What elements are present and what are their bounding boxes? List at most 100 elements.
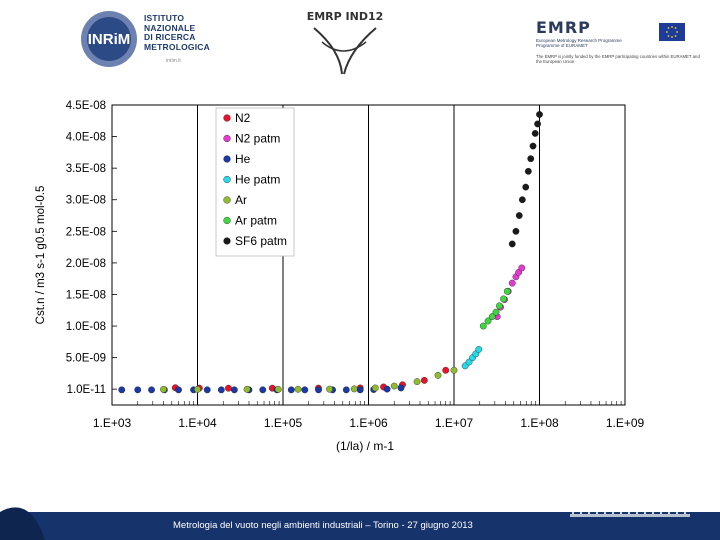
data-point bbox=[274, 385, 282, 393]
x-axis-label: (1/la) / m-1 bbox=[336, 439, 394, 453]
x-axis-ticks: 1.E+03 1.E+04 1.E+05 1.E+06 1.E+07 1.E+08 1.E+… bbox=[93, 401, 645, 430]
inrim-emblem-icon: INRiM bbox=[81, 11, 137, 67]
legend-marker bbox=[223, 155, 231, 163]
x-tick-label: 1.E+09 bbox=[606, 416, 645, 430]
legend-marker bbox=[223, 216, 231, 225]
emrp-ind12-emblem-icon bbox=[313, 27, 377, 75]
inrim-line-2: NAZIONALE bbox=[144, 22, 196, 33]
data-point bbox=[434, 371, 442, 379]
footer-text: Metrologia del vuoto negli ambienti indu… bbox=[173, 520, 473, 531]
y-tick-label: 3.0E-08 bbox=[66, 195, 106, 207]
y-axis-label: Cst.n / m3 s-1 g0.5 mol-0.5 bbox=[35, 186, 47, 325]
data-point bbox=[383, 385, 391, 393]
data-point bbox=[148, 386, 155, 394]
data-point bbox=[390, 382, 398, 390]
data-point bbox=[527, 155, 535, 163]
data-point bbox=[350, 385, 358, 393]
emrp-ind12-logo: EMRP IND12 bbox=[300, 10, 390, 76]
data-point bbox=[518, 264, 526, 272]
data-point bbox=[484, 317, 492, 325]
emrp-tag-line-2: Programme of EURAMET bbox=[536, 43, 588, 48]
y-tick-label: 1.5E-08 bbox=[66, 289, 106, 301]
y-tick-label: 5.0E-09 bbox=[66, 353, 106, 365]
data-point bbox=[230, 386, 238, 394]
data-point bbox=[342, 386, 350, 394]
data-point bbox=[356, 386, 364, 394]
data-point bbox=[488, 313, 496, 320]
legend-label: Ar patm bbox=[235, 214, 277, 228]
data-point bbox=[294, 385, 302, 393]
data-point bbox=[508, 279, 516, 287]
x-tick-label: 1.E+08 bbox=[520, 416, 559, 430]
data-point bbox=[496, 302, 503, 310]
footer-banner-icon bbox=[0, 504, 720, 540]
data-point bbox=[194, 385, 201, 393]
y-axis-ticks: 1.0E-11 5.0E-09 1.0E-08 1.5E-08 2.0E-08 2.5E-… bbox=[66, 100, 117, 396]
y-tick-label: 4.0E-08 bbox=[66, 132, 106, 144]
x-tick-label: 1.E+05 bbox=[264, 416, 303, 430]
data-point bbox=[175, 386, 182, 394]
data-point bbox=[465, 358, 473, 366]
data-point bbox=[259, 386, 267, 394]
data-points bbox=[118, 111, 543, 394]
data-point bbox=[203, 386, 211, 394]
legend-marker bbox=[223, 134, 231, 143]
data-point bbox=[529, 142, 537, 150]
data-point bbox=[536, 111, 543, 118]
data-point bbox=[413, 378, 421, 386]
legend-box bbox=[215, 107, 295, 257]
y-tick-label: 2.5E-08 bbox=[66, 226, 106, 238]
data-point bbox=[450, 366, 458, 374]
slide-footer: Metrologia del vuoto negli ambienti indu… bbox=[0, 490, 720, 540]
data-point bbox=[397, 384, 405, 392]
legend-label: Ar bbox=[235, 193, 247, 207]
y-tick-label: 1.0E-11 bbox=[67, 384, 106, 396]
data-point bbox=[160, 385, 167, 393]
legend-label: SF6 patm bbox=[235, 234, 287, 248]
legend-marker bbox=[223, 237, 231, 245]
emrp-tagline: European Metrology Research Programme Pr… bbox=[536, 38, 622, 48]
data-point bbox=[301, 386, 309, 394]
inrim-line-4: METROLOGICA bbox=[144, 41, 210, 52]
data-point bbox=[134, 386, 142, 394]
data-point bbox=[531, 130, 539, 137]
data-point bbox=[243, 385, 251, 393]
data-point bbox=[371, 384, 379, 392]
scatter-chart: 1.E+03 1.E+04 1.E+05 1.E+06 1.E+07 1.E+08 1.E+… bbox=[35, 100, 645, 453]
y-tick-label: 2.0E-08 bbox=[66, 258, 106, 270]
legend-marker bbox=[223, 175, 231, 184]
data-point bbox=[500, 295, 507, 303]
data-point bbox=[118, 386, 126, 394]
data-point bbox=[315, 386, 322, 394]
emrp-tag-line-1: European Metrology Research Programme bbox=[536, 38, 622, 43]
data-point bbox=[524, 167, 532, 175]
legend-label: N2 bbox=[235, 111, 251, 125]
chart-legend: N2 N2 patm He He patm Ar Ar patm SF6 patm bbox=[215, 107, 295, 257]
data-point bbox=[475, 346, 483, 353]
data-point bbox=[492, 308, 500, 316]
data-point bbox=[518, 196, 526, 204]
y-tick-label: 1.0E-08 bbox=[66, 321, 106, 333]
x-tick-label: 1.E+07 bbox=[435, 416, 474, 430]
legend-label: He patm bbox=[235, 173, 280, 187]
eu-flag-icon bbox=[659, 23, 685, 41]
data-point bbox=[287, 386, 295, 394]
emrp-wordmark: EMRP bbox=[536, 18, 591, 37]
emrp-logo: EMRP European Metrology Research Program… bbox=[536, 18, 700, 68]
emrp-ind12-title: EMRP IND12 bbox=[306, 10, 384, 23]
slide-header: INRiM ISTITUTO NAZIONALE DI RICERCA METR… bbox=[0, 0, 720, 95]
emrp-funding-note: The EMRP is jointly funded by the EMRP p… bbox=[536, 54, 700, 64]
data-point bbox=[512, 227, 520, 235]
inrim-line-1: ISTITUTO bbox=[144, 13, 185, 23]
inrim-mark: INRiM bbox=[88, 31, 131, 48]
x-tick-label: 1.E+06 bbox=[349, 416, 388, 430]
y-tick-label: 4.5E-08 bbox=[66, 100, 106, 112]
inrim-subtext: inrim.it bbox=[166, 58, 181, 64]
legend-marker bbox=[223, 114, 231, 122]
data-point bbox=[442, 366, 450, 374]
x-tick-label: 1.E+04 bbox=[178, 416, 217, 430]
data-point bbox=[515, 212, 523, 219]
inrim-line-3: DI RICERCA bbox=[144, 32, 196, 42]
data-point bbox=[508, 240, 516, 248]
data-point bbox=[522, 183, 530, 191]
